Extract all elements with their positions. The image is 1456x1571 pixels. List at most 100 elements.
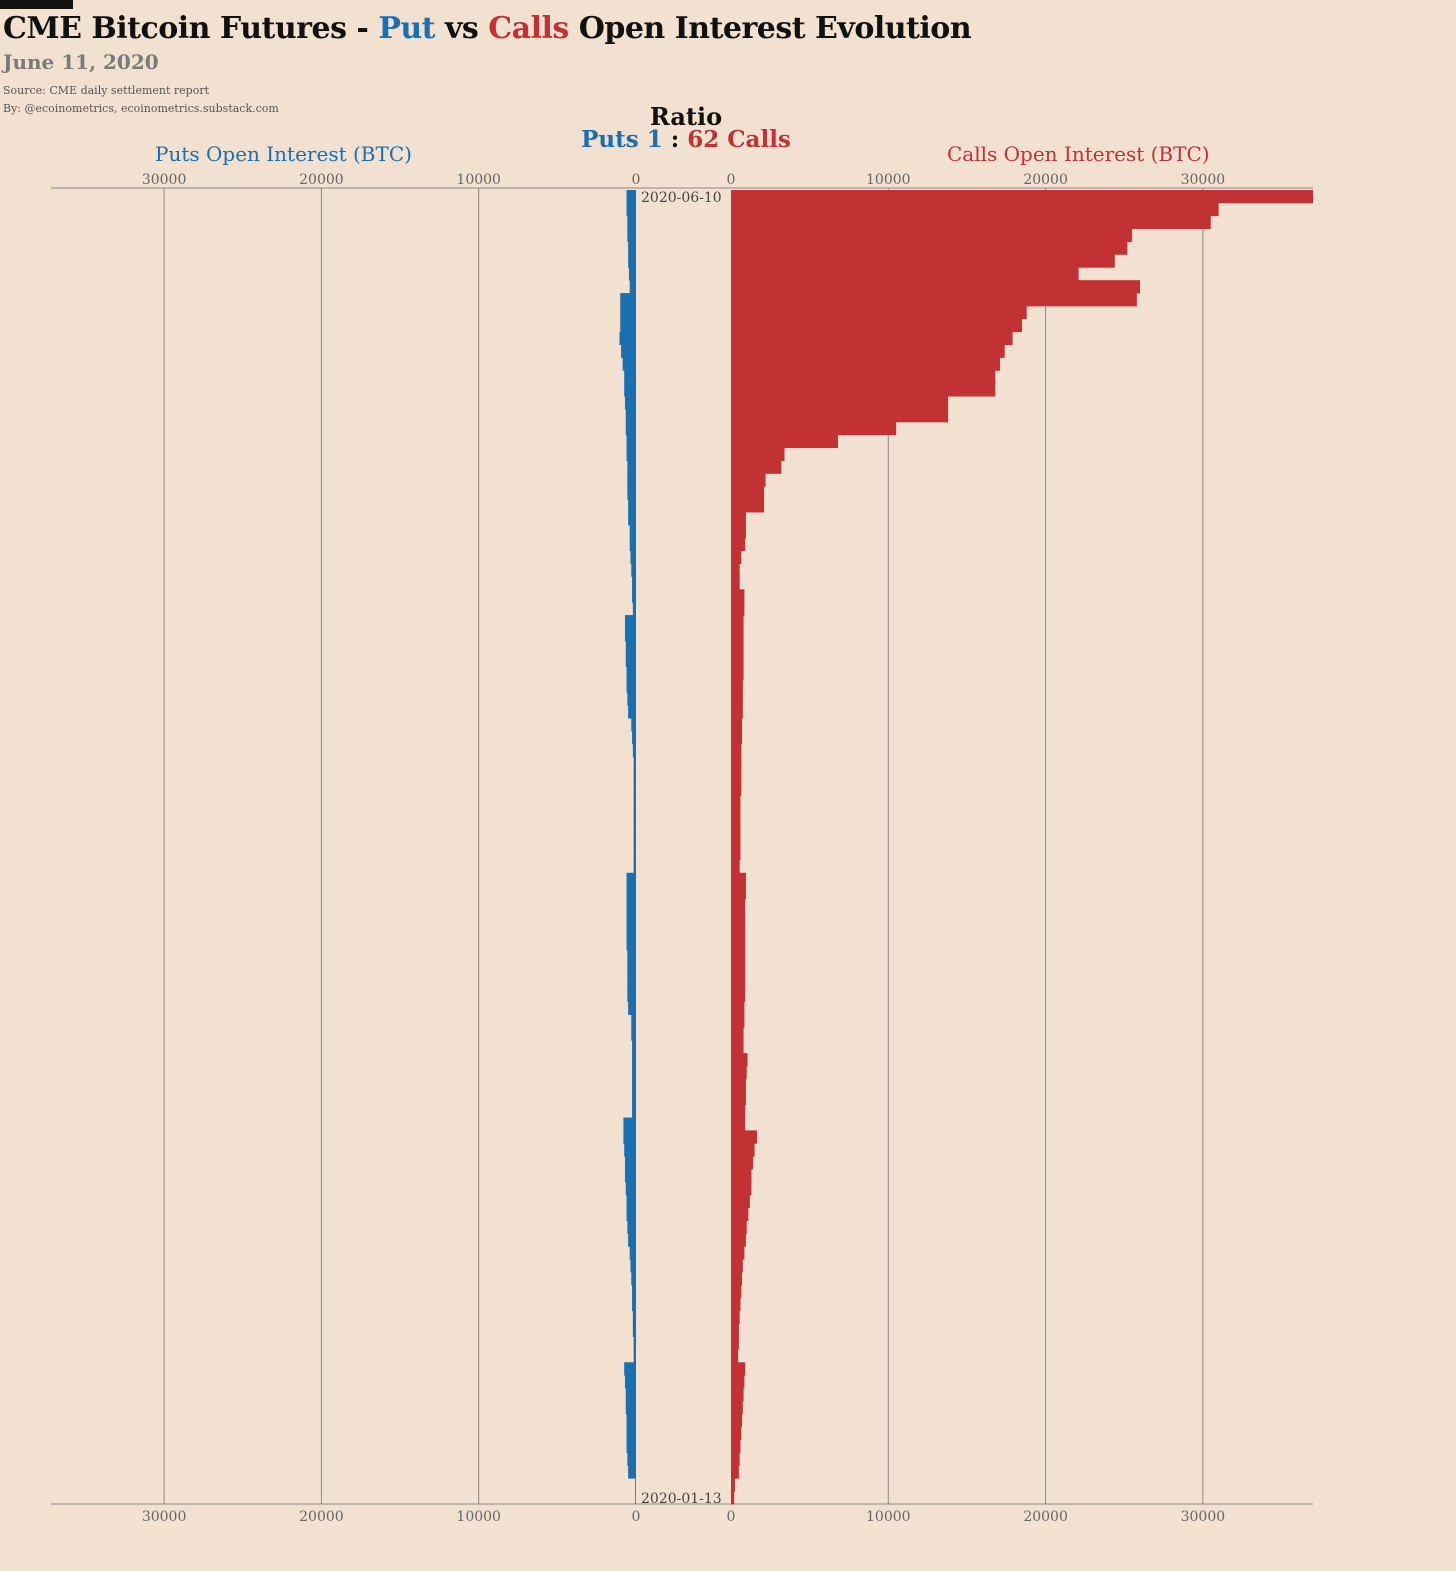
ratio-calls: 62 Calls [687,126,791,153]
put-bar [624,1169,636,1183]
put-bar [631,1272,636,1286]
call-bar [731,1066,747,1080]
put-bar [626,666,636,680]
call-bar [731,486,765,500]
call-bar [731,434,838,449]
put-bar [628,512,636,526]
page-title: CME Bitcoin Futures - Put vs Calls Open … [3,11,972,46]
call-bar [731,1439,741,1453]
call-bar [731,1400,743,1415]
put-bar [627,1220,636,1234]
ratio-title: Ratio [649,102,723,131]
call-bar [731,305,1027,320]
put-bar [635,1478,636,1492]
call-bar [731,1285,742,1299]
put-bar [619,331,636,345]
call-bar [731,1375,745,1389]
put-bar [630,550,636,564]
put-bar [626,1207,636,1221]
put-bar [620,293,636,307]
put-bar [632,576,636,590]
put-bar [632,1104,636,1118]
calls-tick-label-top-20000: 20000 [1023,172,1068,188]
date-label-bottom: 2020-01-13 [641,1491,722,1507]
call-bar [731,847,741,861]
put-bar [624,1143,636,1157]
call-bar [731,228,1133,242]
put-bar [625,409,636,423]
put-bar [627,1452,636,1466]
call-bar [731,743,742,758]
put-bar [621,344,636,358]
call-bar [731,293,1137,307]
call-bar [731,950,746,964]
byline: By: @ecoinometrics, ecoinometrics.substa… [3,102,279,115]
call-bar [731,344,1005,358]
put-bar [632,1053,636,1067]
call-bar [731,318,1022,333]
put-bar [626,937,636,951]
call-bar [731,602,745,616]
call-bar [731,473,766,487]
put-bar [633,847,636,861]
put-bar [625,1181,636,1196]
call-bar [731,653,744,668]
call-bar [731,447,785,461]
put-bar [627,975,636,990]
put-bar [628,254,636,268]
put-bar [628,1001,636,1015]
call-bar [731,563,740,577]
put-bar [626,885,636,899]
date-label-top: 2020-06-10 [641,190,722,206]
call-bar [731,1053,748,1067]
page-subtitle: June 11, 2020 [3,50,159,74]
call-bar [731,962,746,977]
call-bar [731,1117,746,1131]
put-bar [629,1246,636,1260]
call-bar [731,1465,739,1479]
puts-tick-label-top-0: 0 [632,172,641,188]
call-bar [731,1194,750,1209]
put-bar [627,950,636,964]
puts-tick-label-top-10000: 10000 [456,172,501,188]
call-bar [731,421,897,436]
put-bar [626,190,636,204]
put-bar [632,1066,636,1080]
call-bar [731,254,1115,268]
put-bar [624,615,636,629]
call-bar [731,396,949,410]
call-bar [731,1310,740,1325]
call-bar [731,718,743,732]
put-bar [632,1040,636,1054]
put-bar [626,1194,636,1209]
put-bar [622,357,636,371]
call-bar [731,267,1079,281]
call-bar [731,975,746,990]
put-bar [627,486,636,500]
put-bar [632,1078,636,1093]
put-bar [626,924,636,938]
put-bar [630,1259,636,1273]
put-bar [629,524,636,539]
put-bar [626,1426,636,1440]
put-bar [635,1491,636,1505]
call-bar [731,1143,755,1157]
call-bar [731,1336,739,1350]
call-bar [731,911,746,925]
calls-tick-label-bottom-20000: 20000 [1023,1509,1068,1525]
put-bar [627,473,636,487]
call-bar [731,1040,744,1054]
put-bar [625,653,636,668]
title-vs: vs [435,11,489,46]
call-bar [731,1220,747,1234]
put-bar [631,563,636,577]
call-bar [731,1001,745,1015]
call-bar [731,499,765,513]
put-bar [632,602,636,616]
put-bar [624,370,636,384]
put-bar [626,1413,636,1428]
put-bar [633,769,636,783]
puts-tick-label-bottom-10000: 10000 [456,1509,501,1525]
put-bar [625,421,636,436]
